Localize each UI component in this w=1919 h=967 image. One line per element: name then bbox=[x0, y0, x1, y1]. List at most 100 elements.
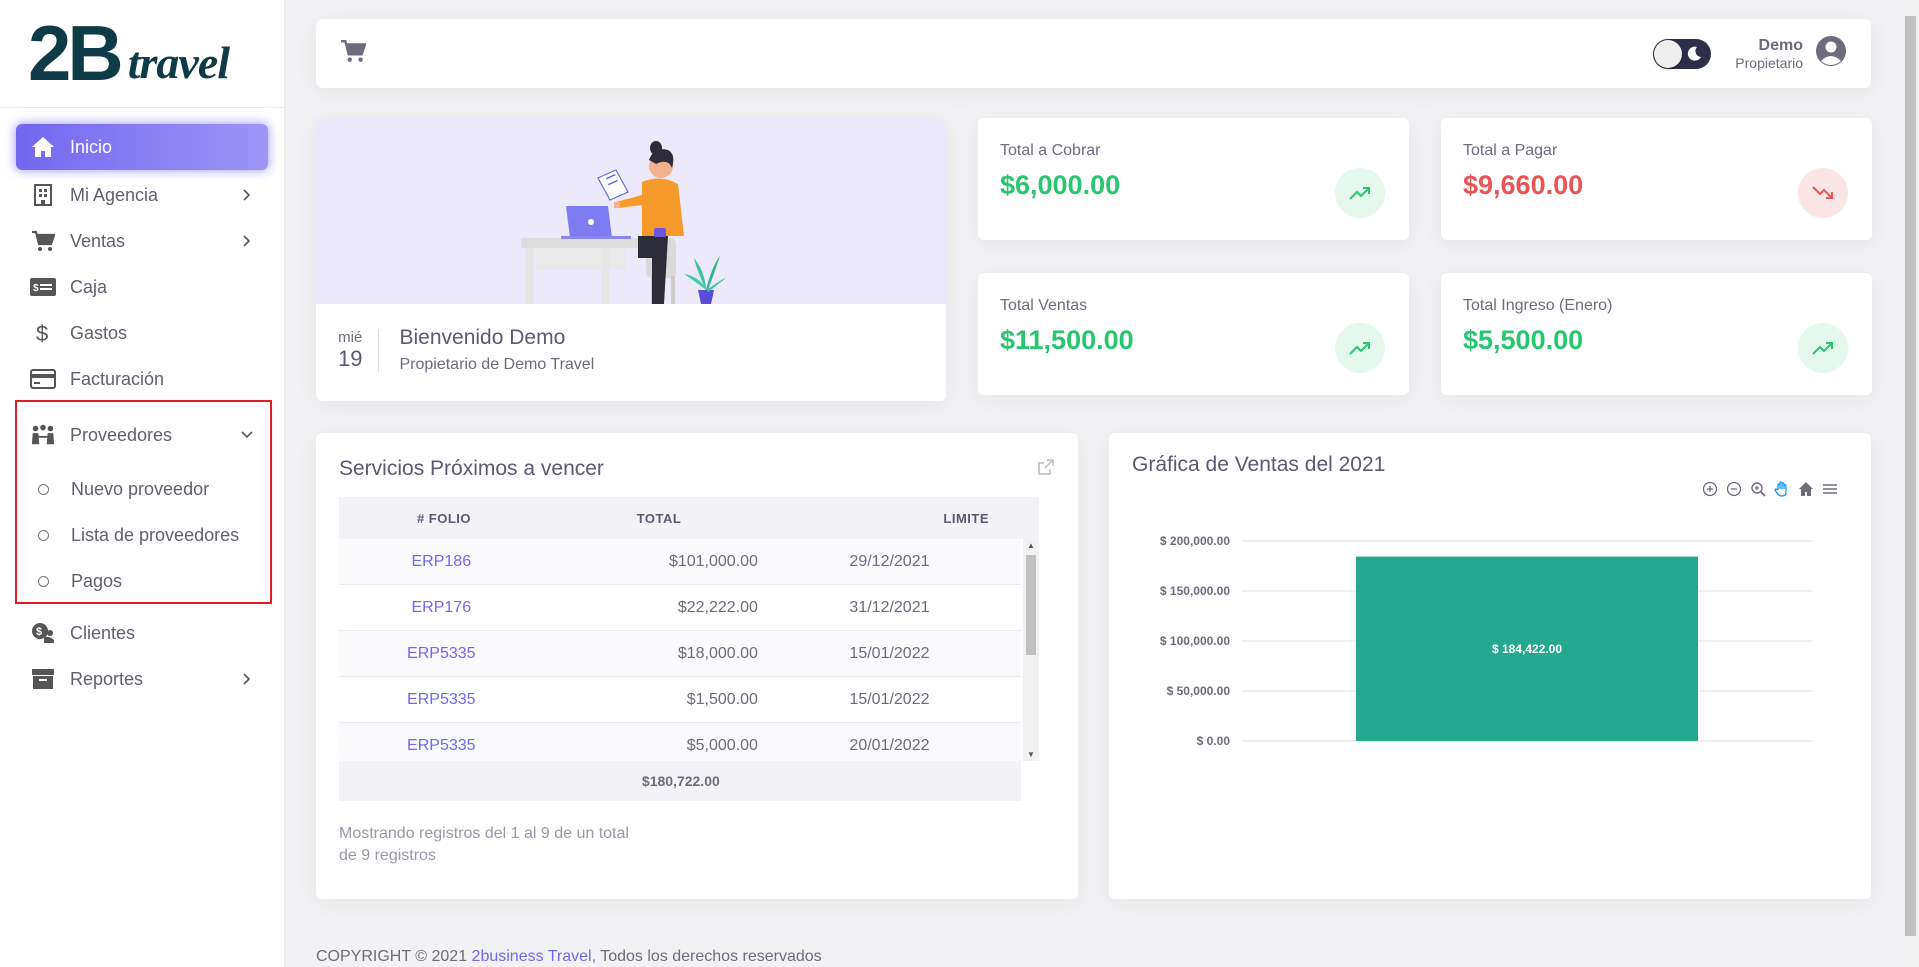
circle-icon bbox=[38, 529, 49, 541]
stat-label: Total Ventas bbox=[1000, 297, 1088, 314]
folio-link[interactable]: ERP5335 bbox=[407, 736, 476, 754]
trending-down-icon bbox=[1798, 168, 1848, 218]
magnifier-icon[interactable] bbox=[1749, 480, 1767, 498]
bar-data-label: $ 184,422.00 bbox=[1492, 642, 1562, 656]
sidebar-item-label: Reportes bbox=[70, 668, 144, 689]
sidebar-subitem-nuevo-proveedor[interactable]: Nuevo proveedor bbox=[16, 466, 268, 512]
chevron-right-icon bbox=[240, 189, 254, 201]
user-avatar-icon[interactable] bbox=[1815, 35, 1847, 72]
scroll-down-arrow-icon[interactable]: ▼ bbox=[1027, 750, 1035, 759]
y-tick-label: $ 50,000.00 bbox=[1167, 684, 1231, 698]
logo-small-text: travel bbox=[127, 37, 230, 88]
column-header-total[interactable]: TOTAL bbox=[636, 510, 682, 526]
welcome-subtitle: Propietario de Demo Travel bbox=[399, 356, 595, 373]
sidebar-subitem-lista-proveedores[interactable]: Lista de proveedores bbox=[16, 512, 268, 558]
folio-link[interactable]: ERP186 bbox=[411, 552, 472, 570]
sidebar-item-gastos[interactable]: $ Gastos bbox=[16, 310, 268, 356]
sidebar-item-clientes[interactable]: $ Clientes bbox=[16, 610, 268, 656]
services-card: Servicios Próximos a vencer # FOLIO TOTA… bbox=[316, 433, 1078, 899]
zoom-in-icon[interactable] bbox=[1701, 480, 1719, 498]
table-header: # FOLIO TOTAL LIMITE bbox=[339, 497, 1039, 539]
page-scrollbar[interactable] bbox=[1902, 0, 1919, 967]
menu-icon[interactable] bbox=[1821, 480, 1839, 498]
footer-rights: Todos los derechos reservados bbox=[596, 948, 822, 965]
svg-text:$: $ bbox=[36, 321, 48, 345]
services-title: Servicios Próximos a vencer bbox=[339, 457, 604, 480]
user-info[interactable]: Demo Propietario bbox=[1735, 37, 1803, 71]
sales-bar-chart: $ 200,000.00 $ 150,000.00 $ 100,000.00 $ 50… bbox=[1160, 534, 1812, 748]
stat-label: Total Ingreso (Enero) bbox=[1463, 297, 1613, 314]
chevron-right-icon bbox=[240, 235, 254, 247]
pan-hand-icon[interactable] bbox=[1773, 480, 1791, 498]
stat-card-cobrar: Total a Cobrar $6,000.00 bbox=[978, 118, 1409, 240]
welcome-date: mié 19 bbox=[338, 328, 380, 372]
table-scrollbar[interactable]: ▲ ▼ bbox=[1023, 539, 1039, 761]
sidebar-item-ventas[interactable]: Ventas bbox=[16, 218, 268, 264]
cart-icon[interactable] bbox=[340, 39, 367, 68]
sidebar-subitem-label: Nuevo proveedor bbox=[71, 478, 210, 499]
chart-bars: $ 184,422.00 bbox=[1356, 556, 1698, 741]
stat-card-ingreso: Total Ingreso (Enero) $5,500.00 bbox=[1441, 273, 1872, 395]
user-role: Propietario bbox=[1735, 54, 1803, 71]
sidebar-item-label: Ventas bbox=[70, 230, 126, 251]
sidebar-item-proveedores[interactable]: Proveedores bbox=[16, 412, 268, 458]
external-link-icon[interactable] bbox=[1037, 458, 1055, 481]
sidebar-item-inicio[interactable]: Inicio bbox=[16, 124, 268, 170]
limite-cell: 31/12/2021 bbox=[849, 598, 930, 616]
table-row: ERP5335 $5,000.00 20/01/2022 bbox=[339, 723, 1021, 761]
stat-label: Total a Cobrar bbox=[1000, 142, 1101, 159]
customer-chat-icon: $ bbox=[30, 620, 56, 646]
dollar-icon: $ bbox=[30, 320, 56, 346]
sidebar-item-mi-agencia[interactable]: Mi Agencia bbox=[16, 172, 268, 218]
total-cell: $5,000.00 bbox=[686, 736, 758, 754]
table-row: ERP186 $101,000.00 29/12/2021 bbox=[339, 539, 1021, 585]
folio-link[interactable]: ERP176 bbox=[411, 598, 472, 616]
sidebar-subitem-pagos[interactable]: Pagos bbox=[16, 558, 268, 604]
page-footer: COPYRIGHT © 2021 2business Travel, Todos… bbox=[316, 948, 822, 966]
table-body: ERP186 $101,000.00 29/12/2021 ERP176 $22… bbox=[339, 539, 1021, 761]
trending-up-icon bbox=[1335, 323, 1385, 373]
sidebar-subitem-label: Pagos bbox=[71, 570, 123, 591]
folio-link[interactable]: ERP5335 bbox=[407, 644, 476, 662]
day-name: mié bbox=[338, 328, 363, 346]
limite-cell: 15/01/2022 bbox=[849, 644, 930, 662]
stat-value: $11,500.00 bbox=[1000, 325, 1134, 355]
y-tick-label: $ 0.00 bbox=[1197, 734, 1231, 748]
toggle-knob bbox=[1654, 39, 1683, 68]
bar-diciembre[interactable] bbox=[1356, 556, 1698, 741]
user-name: Demo bbox=[1758, 36, 1803, 54]
trending-up-icon bbox=[1798, 323, 1848, 373]
services-table: # FOLIO TOTAL LIMITE ERP186 $101,000.00 … bbox=[339, 497, 1039, 801]
stat-value: $6,000.00 bbox=[1000, 170, 1121, 200]
stat-value: $9,660.00 bbox=[1463, 170, 1584, 200]
column-header-limite[interactable]: LIMITE bbox=[943, 510, 989, 526]
scroll-thumb[interactable] bbox=[1026, 555, 1036, 655]
svg-text:$: $ bbox=[36, 626, 42, 638]
reset-home-icon[interactable] bbox=[1797, 480, 1815, 498]
page-scroll-thumb[interactable] bbox=[1905, 16, 1916, 936]
footer-company-link[interactable]: 2business Travel, bbox=[471, 948, 597, 965]
sidebar-item-label: Facturación bbox=[70, 368, 165, 389]
scroll-up-arrow-icon[interactable]: ▲ bbox=[1027, 541, 1035, 550]
sidebar-item-reportes[interactable]: Reportes bbox=[16, 656, 268, 702]
total-cell: $1,500.00 bbox=[686, 690, 758, 708]
sidebar-item-facturacion[interactable]: Facturación bbox=[16, 356, 268, 402]
circle-icon bbox=[38, 483, 49, 495]
column-header-folio[interactable]: # FOLIO bbox=[416, 510, 472, 526]
day-number: 19 bbox=[338, 345, 363, 371]
limite-cell: 29/12/2021 bbox=[849, 552, 930, 570]
sidebar-item-caja[interactable]: $ Caja bbox=[16, 264, 268, 310]
trending-up-icon bbox=[1335, 168, 1385, 218]
total-cell: $101,000.00 bbox=[668, 552, 758, 570]
brand-logo[interactable]: 2B travel bbox=[0, 0, 284, 108]
moon-icon bbox=[1685, 45, 1703, 68]
folio-link[interactable]: ERP5335 bbox=[407, 690, 476, 708]
home-icon bbox=[30, 134, 56, 160]
credit-card-icon bbox=[30, 366, 56, 392]
archive-icon bbox=[30, 666, 56, 692]
top-navbar: Demo Propietario bbox=[316, 19, 1871, 88]
sidebar-item-label: Mi Agencia bbox=[70, 184, 159, 205]
dark-mode-toggle[interactable] bbox=[1653, 38, 1712, 69]
limite-cell: 20/01/2022 bbox=[849, 736, 930, 754]
zoom-out-icon[interactable] bbox=[1725, 480, 1743, 498]
